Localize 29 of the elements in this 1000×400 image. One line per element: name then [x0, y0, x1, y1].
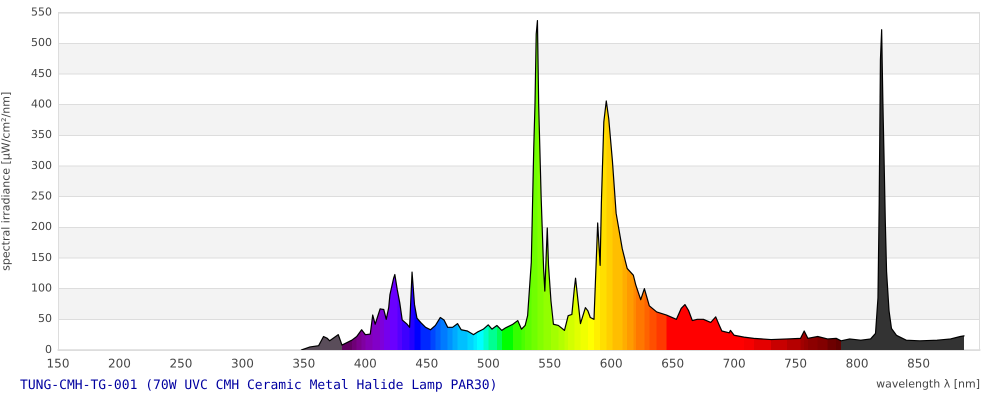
y-tick-label: 250 — [31, 189, 52, 202]
x-tick-label: 850 — [907, 356, 930, 370]
y-tick-label: 300 — [31, 158, 52, 172]
x-tick-label: 750 — [784, 356, 808, 370]
y-tick-label: 500 — [31, 36, 52, 50]
y-tick-label: 450 — [31, 66, 52, 80]
text: TUNG-CMH-TG-001 (70W UVC CMH Ceramic Metal Halide Lamp PAR30) — [20, 378, 498, 393]
x-tick-label: 650 — [661, 356, 684, 370]
x-tick-label: 550 — [538, 356, 562, 370]
y-tick-label: 100 — [31, 282, 52, 295]
y-tick-label: 50 — [38, 312, 52, 326]
x-tick-label: 250 — [169, 356, 192, 370]
x-tick-label: 800 — [846, 356, 869, 370]
y-tick-label: 550 — [31, 5, 52, 18]
x-tick-label: 600 — [600, 356, 623, 370]
x-tick-label: 400 — [354, 356, 377, 370]
x-tick-label: 300 — [230, 356, 254, 370]
y-tick-label: 200 — [31, 220, 52, 234]
x-tick-label: 350 — [292, 356, 316, 370]
x-tick-label: 450 — [415, 356, 438, 370]
x-tick-label: 700 — [722, 356, 746, 370]
y-tick-label: 0 — [45, 342, 52, 356]
y-tick-label: 350 — [31, 128, 52, 142]
y-tick-label: 150 — [31, 250, 52, 264]
x-tick-label: 500 — [476, 356, 500, 370]
x-axis-title: wavelength λ [nm] — [876, 377, 980, 390]
x-tick-label: 200 — [108, 356, 131, 370]
y-tick-label: 400 — [31, 97, 52, 110]
y-axis-title: spectral irradiance [µW/cm²/nm] — [0, 92, 12, 271]
